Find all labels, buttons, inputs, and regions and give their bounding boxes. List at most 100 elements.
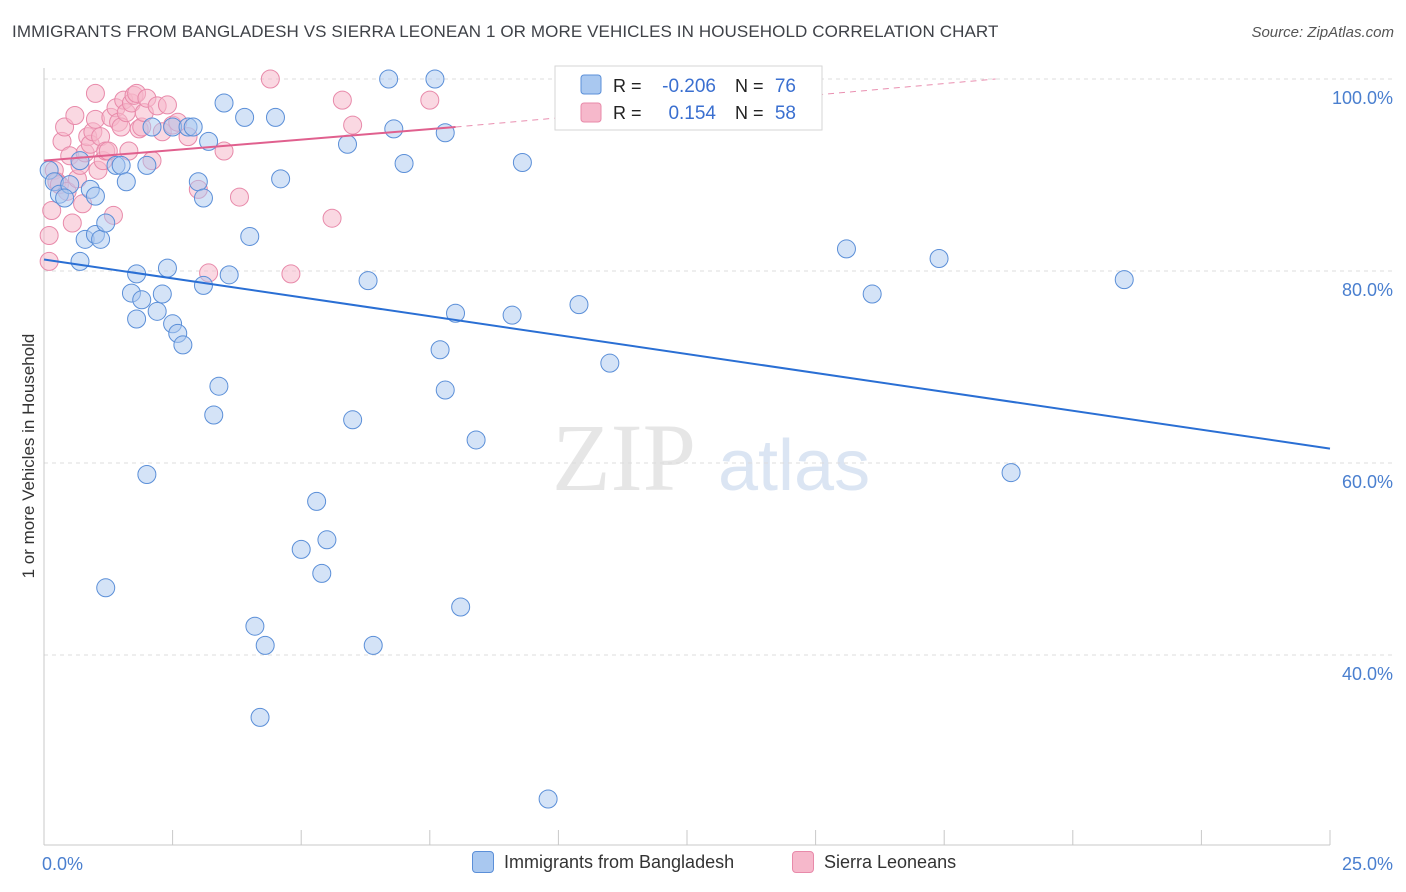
data-point-bangladesh: [173, 335, 193, 355]
stats-pink-r-value: 0.154: [668, 103, 716, 124]
data-point-bangladesh: [502, 305, 522, 325]
data-point-bangladesh: [70, 251, 90, 271]
watermark: ZIP atlas: [552, 404, 870, 511]
source-credit: Source: ZipAtlas.com: [1251, 24, 1394, 41]
data-point-sierra-leonean: [281, 264, 301, 284]
data-point-bangladesh: [96, 578, 116, 598]
data-point-bangladesh: [271, 169, 291, 189]
x-tick-label: 0.0%: [42, 854, 83, 874]
y-tick-label: 40.0%: [1342, 664, 1393, 684]
data-point-bangladesh: [1001, 463, 1021, 483]
data-point-sierra-leonean: [420, 90, 440, 110]
stats-pink-n-value: 58: [775, 103, 796, 124]
stats-pink-n-label: N =: [735, 103, 764, 123]
data-point-bangladesh: [929, 249, 949, 269]
watermark-atlas: atlas: [718, 426, 870, 506]
data-point-bangladesh: [394, 153, 414, 173]
data-point-bangladesh: [307, 491, 327, 511]
data-point-bangladesh: [435, 380, 455, 400]
legend-item-bangladesh[interactable]: Immigrants from Bangladesh: [472, 851, 734, 873]
data-point-bangladesh: [836, 239, 856, 259]
data-point-bangladesh: [193, 188, 213, 208]
data-point-bangladesh: [85, 186, 105, 206]
data-point-bangladesh: [312, 563, 332, 583]
stats-box: R = -0.206 N = 76 R = 0.154 N = 58: [554, 65, 823, 131]
data-point-sierra-leonean: [62, 213, 82, 233]
y-tick-label: 100.0%: [1332, 88, 1393, 108]
data-point-bangladesh: [430, 340, 450, 360]
data-point-bangladesh: [204, 405, 224, 425]
series-immigrants-from-bangladesh: [39, 69, 1134, 809]
y-tick-label: 80.0%: [1342, 280, 1393, 300]
data-point-sierra-leonean: [157, 95, 177, 115]
x-tick-labels: 0.0% 25.0%: [42, 854, 1393, 874]
data-point-bangladesh: [214, 93, 234, 113]
data-point-bangladesh: [193, 275, 213, 295]
y-axis-label: 1 or more Vehicles in Household: [19, 334, 38, 579]
stats-blue-r-value: -0.206: [662, 76, 716, 97]
data-point-sierra-leonean: [332, 90, 352, 110]
data-point-bangladesh: [245, 616, 265, 636]
data-point-bangladesh: [538, 789, 558, 809]
data-point-bangladesh: [235, 107, 255, 127]
data-point-bangladesh: [111, 155, 131, 175]
data-point-bangladesh: [240, 226, 260, 246]
data-point-bangladesh: [142, 117, 162, 137]
stats-pink-r-label: R =: [613, 103, 642, 123]
x-tick-marks: [43, 830, 1331, 845]
trend-line-bangladesh: [43, 258, 1331, 450]
legend-swatch-blue: [472, 851, 494, 873]
trend-line-sierra-leoneans: [43, 126, 456, 162]
data-point-bangladesh: [317, 530, 337, 550]
stats-blue-n-label: N =: [735, 76, 764, 96]
data-point-bangladesh: [425, 69, 445, 89]
data-point-bangladesh: [70, 151, 90, 171]
data-point-bangladesh: [1114, 270, 1134, 290]
data-point-sierra-leonean: [229, 187, 249, 207]
data-point-bangladesh: [137, 155, 157, 175]
data-point-bangladesh: [188, 172, 208, 192]
data-point-bangladesh: [152, 284, 172, 304]
data-point-bangladesh: [55, 188, 75, 208]
data-point-sierra-leonean: [343, 115, 363, 135]
data-point-bangladesh: [446, 303, 466, 323]
y-tick-label: 60.0%: [1342, 472, 1393, 492]
data-point-sierra-leonean: [65, 105, 85, 125]
x-tick-label: 25.0%: [1342, 854, 1393, 874]
stats-blue-r-label: R =: [613, 76, 642, 96]
data-point-bangladesh: [363, 635, 383, 655]
data-point-bangladesh: [127, 309, 147, 329]
data-point-bangladesh: [250, 707, 270, 727]
data-point-bangladesh: [255, 635, 275, 655]
data-point-bangladesh: [569, 295, 589, 315]
data-point-bangladesh: [265, 107, 285, 127]
data-point-bangladesh: [137, 465, 157, 485]
data-point-bangladesh: [451, 597, 471, 617]
data-point-bangladesh: [183, 117, 203, 137]
stats-blue-n-value: 76: [775, 76, 796, 97]
data-point-bangladesh: [466, 430, 486, 450]
trend-extension-sierra-leoneans: [455, 78, 996, 128]
data-point-bangladesh: [219, 265, 239, 285]
legend-item-sierra-leoneans[interactable]: Sierra Leoneans: [792, 851, 956, 873]
chart-legend: Immigrants from Bangladesh Sierra Leonea…: [0, 851, 1406, 879]
data-point-bangladesh: [147, 301, 167, 321]
data-point-bangladesh: [209, 376, 229, 396]
data-point-bangladesh: [291, 539, 311, 559]
data-point-bangladesh: [157, 258, 177, 278]
data-point-bangladesh: [96, 213, 116, 233]
series-sierra-leoneans: [39, 69, 440, 284]
data-point-bangladesh: [116, 172, 136, 192]
trend-lines: [43, 78, 1331, 450]
y-tick-labels: 100.0% 80.0% 60.0% 40.0%: [1332, 88, 1393, 684]
data-point-sierra-leonean: [260, 69, 280, 89]
data-point-bangladesh: [512, 153, 532, 173]
chart-title: IMMIGRANTS FROM BANGLADESH VS SIERRA LEO…: [12, 22, 999, 41]
data-point-bangladesh: [337, 134, 357, 154]
data-point-sierra-leonean: [322, 208, 342, 228]
watermark-zip: ZIP: [552, 404, 696, 511]
data-point-sierra-leonean: [39, 225, 59, 245]
data-point-bangladesh: [384, 119, 404, 139]
stats-swatch-pink: [580, 102, 602, 123]
